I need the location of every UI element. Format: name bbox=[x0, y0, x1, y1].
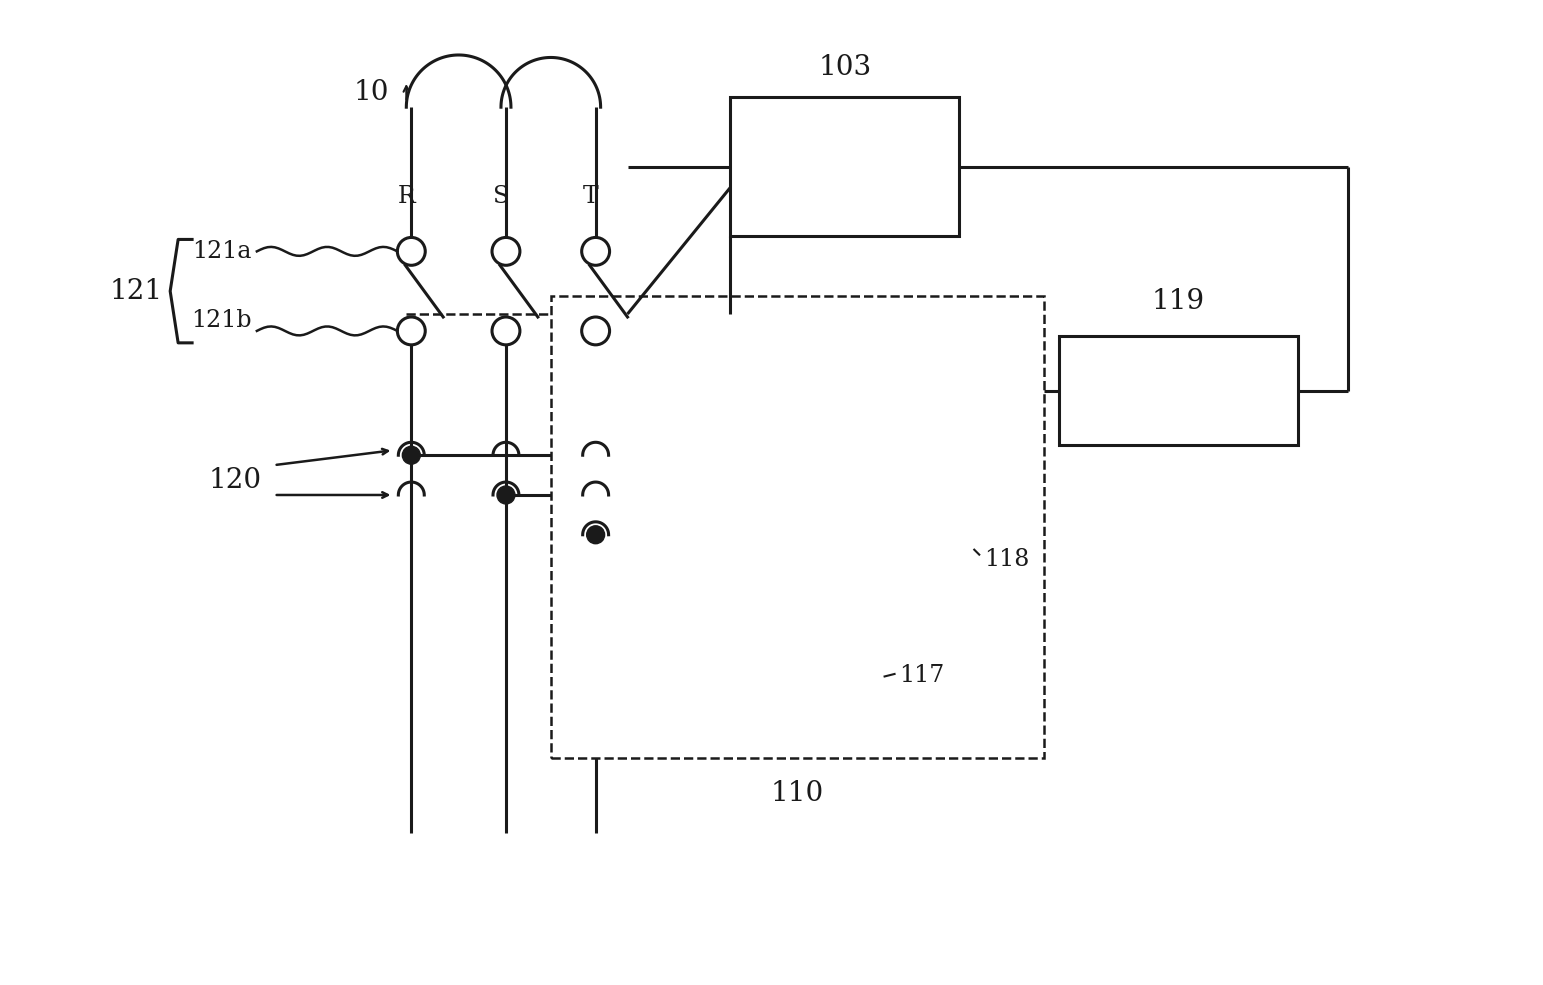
Circle shape bbox=[586, 526, 605, 544]
Text: 118: 118 bbox=[984, 548, 1029, 571]
Text: 120: 120 bbox=[208, 467, 262, 493]
Text: T: T bbox=[583, 185, 599, 208]
Text: S: S bbox=[492, 185, 509, 208]
Circle shape bbox=[403, 446, 420, 464]
Circle shape bbox=[497, 486, 515, 504]
Bar bbox=[605, 629, 884, 724]
Text: 103: 103 bbox=[818, 54, 872, 81]
Text: 121: 121 bbox=[110, 278, 162, 304]
Text: 117: 117 bbox=[900, 665, 944, 688]
Text: 119: 119 bbox=[1153, 288, 1205, 314]
Text: 110: 110 bbox=[770, 780, 824, 807]
Bar bbox=[730, 98, 960, 236]
Bar bbox=[551, 296, 1045, 758]
Text: 121b: 121b bbox=[191, 309, 252, 333]
Text: 121a: 121a bbox=[193, 240, 252, 263]
Bar bbox=[605, 336, 974, 584]
Bar bbox=[1058, 336, 1298, 445]
Text: R: R bbox=[398, 185, 415, 208]
Text: 10: 10 bbox=[353, 79, 389, 105]
